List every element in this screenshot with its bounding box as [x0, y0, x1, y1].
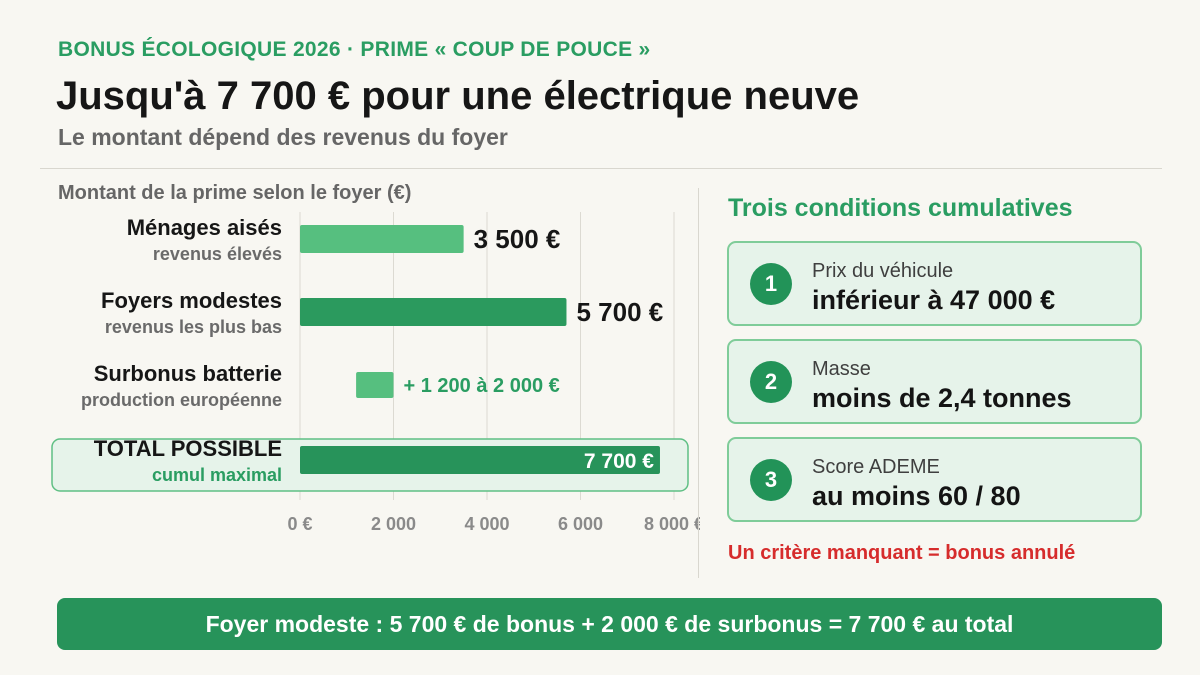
data-label: 7 700 € [584, 450, 654, 473]
bar [300, 225, 464, 253]
bar [356, 372, 394, 398]
condition-value: au moins 60 / 80 [812, 481, 1021, 511]
x-tick-label: 4 000 [464, 514, 509, 534]
x-tick-label: 2 000 [371, 514, 416, 534]
page-title: Jusqu'à 7 700 € pour une électrique neuv… [56, 74, 860, 118]
x-tick-label: 8 000 € [644, 514, 700, 534]
condition-label: Score ADEME [812, 456, 940, 478]
chart-title: Montant de la prime selon le foyer (€) [58, 182, 411, 204]
condition-value: inférieur à 47 000 € [812, 285, 1056, 315]
data-label: 3 500 € [474, 224, 561, 254]
category-label: Surbonus batterie [94, 361, 282, 386]
category-label: TOTAL POSSIBLE [94, 436, 282, 461]
conditions-title: Trois conditions cumulatives [728, 194, 1073, 222]
bonus-bar-chart: Montant de la prime selon le foyer (€) Mé… [51, 182, 700, 534]
kicker-title: BONUS ÉCOLOGIQUE 2026 · PRIME « COUP DE … [58, 38, 651, 61]
header-divider [40, 168, 1162, 169]
x-tick-label: 6 000 [558, 514, 603, 534]
category-sublabel: revenus élevés [153, 244, 282, 264]
warning-text: Un critère manquant = bonus annulé [728, 542, 1076, 564]
condition-card-score: 3 Score ADEME au moins 60 / 80 [727, 437, 1142, 522]
x-tick-label: 0 € [287, 514, 312, 534]
data-label: + 1 200 à 2 000 € [404, 375, 560, 397]
condition-number-badge: 2 [750, 361, 792, 403]
page-subtitle: Le montant dépend des revenus du foyer [58, 124, 508, 150]
condition-label: Prix du véhicule [812, 260, 954, 282]
column-divider [698, 188, 699, 578]
category-sublabel: cumul maximal [152, 465, 282, 485]
category-label: Foyers modestes [101, 288, 282, 313]
condition-number-badge: 1 [750, 263, 792, 305]
condition-label: Masse [812, 358, 871, 380]
bar [300, 446, 660, 474]
condition-number-badge: 3 [750, 459, 792, 501]
category-sublabel: revenus les plus bas [105, 317, 282, 337]
category-sublabel: production européenne [81, 390, 282, 410]
footer-banner: Foyer modeste : 5 700 € de bonus + 2 000… [57, 598, 1162, 650]
data-label: 5 700 € [576, 297, 663, 327]
condition-value: moins de 2,4 tonnes [812, 383, 1072, 413]
bar [300, 298, 567, 326]
category-label: Ménages aisés [127, 215, 282, 240]
condition-card-mass: 2 Masse moins de 2,4 tonnes [727, 339, 1142, 424]
condition-card-price: 1 Prix du véhicule inférieur à 47 000 € [727, 241, 1142, 326]
